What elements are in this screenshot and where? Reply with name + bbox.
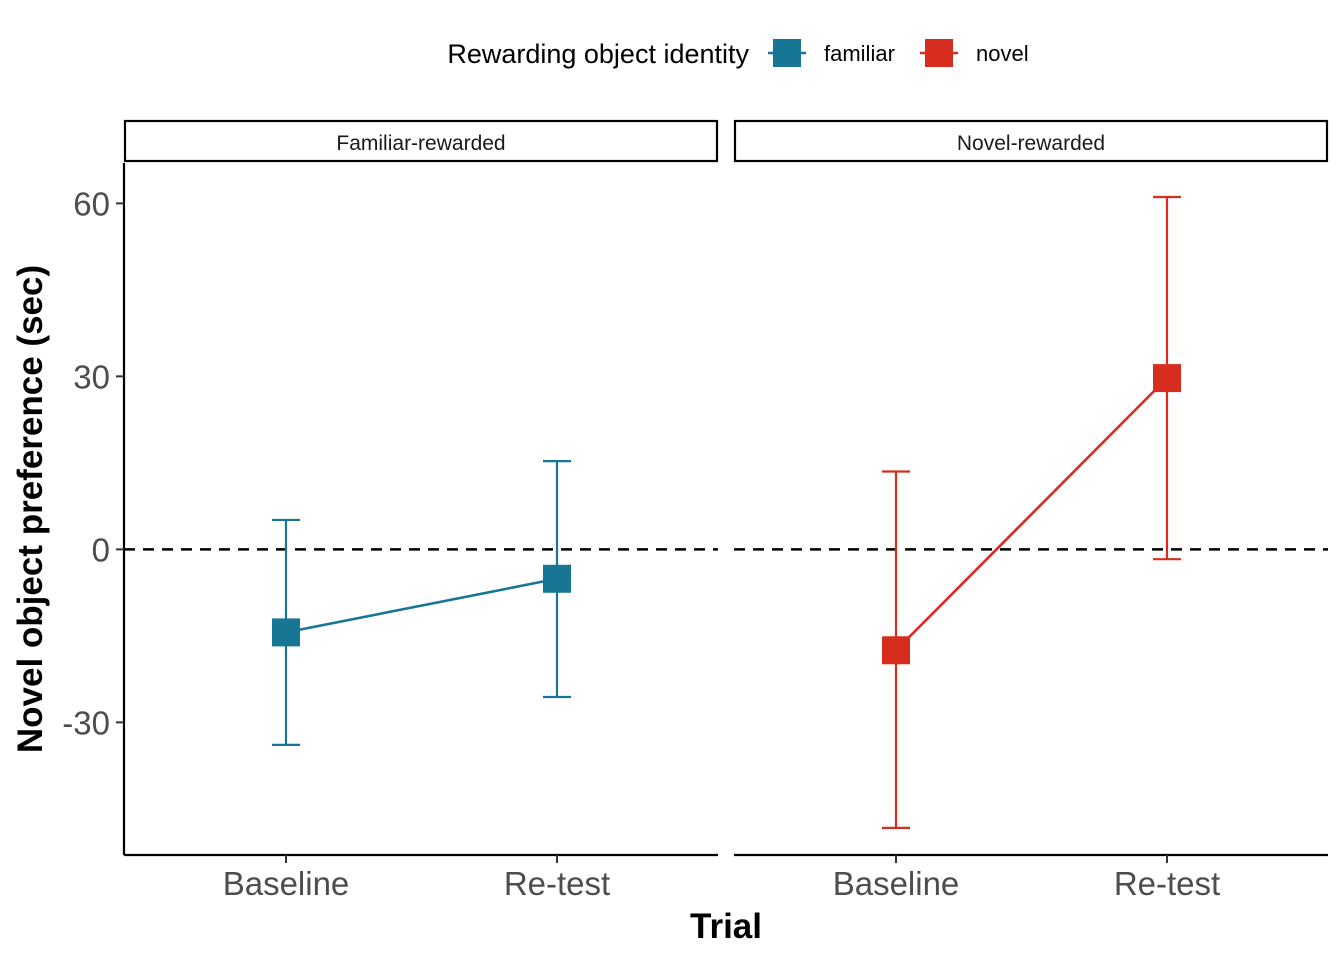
- legend-entry-novel: novel: [920, 39, 1029, 67]
- legend-entries: familiar novel: [768, 39, 1029, 67]
- x-tick-label: Re-test: [504, 865, 610, 902]
- x-axis-title: Trial: [690, 907, 762, 946]
- y-tick-label: 30: [73, 358, 110, 395]
- y-tick-label: -30: [62, 704, 110, 741]
- legend: Rewarding object identity familiar novel: [447, 39, 1029, 69]
- facet-strip-label: Novel-rewarded: [957, 132, 1105, 155]
- legend-title: Rewarding object identity: [447, 39, 749, 69]
- panel-2: Novel-rewarded Baseline Re-test: [733, 119, 1329, 902]
- y-axis-title: Novel object preference (sec): [11, 265, 50, 753]
- data-point-familiar: [543, 564, 571, 593]
- legend-entry-familiar: familiar: [768, 39, 895, 67]
- legend-key-square: [773, 39, 801, 67]
- series-line-familiar: [285, 577, 558, 634]
- facet-panels: Familiar-rewarded -30 0 30 60 Baseline Re-test…: [62, 119, 1329, 902]
- x-tick-label: Baseline: [223, 865, 350, 902]
- series-line-novel: [895, 377, 1168, 652]
- legend-key-square: [925, 39, 953, 67]
- legend-label: novel: [976, 41, 1029, 66]
- data-point-familiar: [272, 618, 300, 647]
- data-point-novel: [1153, 364, 1181, 393]
- y-tick-label: 60: [73, 185, 110, 222]
- facet-strip: [123, 119, 719, 163]
- panel-1: Familiar-rewarded -30 0 30 60 Baseline Re-test: [62, 119, 719, 902]
- facet-strip: [733, 119, 1329, 163]
- x-tick-label: Re-test: [1114, 865, 1220, 902]
- y-tick-label: 0: [92, 531, 110, 568]
- facet-strip-label: Familiar-rewarded: [336, 132, 505, 155]
- x-tick-label: Baseline: [833, 865, 960, 902]
- data-point-novel: [882, 636, 910, 665]
- legend-label: familiar: [824, 41, 895, 66]
